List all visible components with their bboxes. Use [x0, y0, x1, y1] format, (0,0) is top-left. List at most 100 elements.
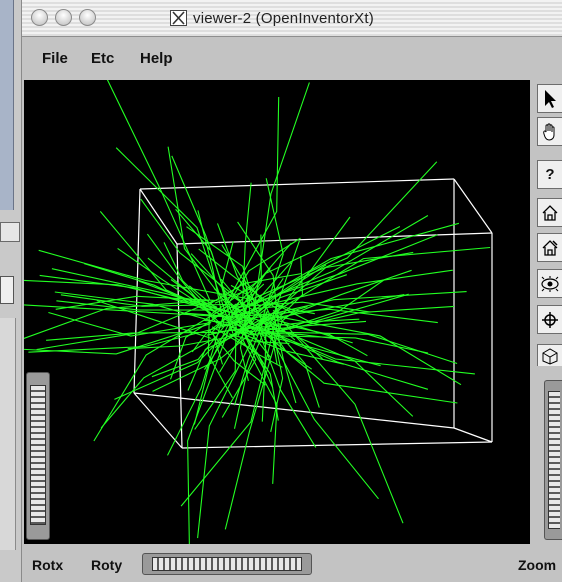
- x11-icon: [170, 10, 187, 26]
- detector-box-edge: [453, 427, 493, 443]
- particle-track: [234, 307, 353, 344]
- particle-track: [270, 326, 284, 433]
- particle-track: [24, 299, 210, 339]
- particle-track: [237, 221, 280, 331]
- particle-track: [268, 269, 453, 305]
- particle-track: [140, 198, 242, 302]
- particle-track: [241, 182, 252, 306]
- particle-track: [273, 316, 297, 404]
- particle-track: [224, 308, 438, 324]
- menu-file[interactable]: File: [42, 50, 68, 67]
- background-window-field[interactable]: [0, 276, 14, 304]
- viewer-window: viewer-2 (OpenInventorXt) File Etc Help …: [22, 0, 562, 582]
- particle-tracks: [24, 80, 491, 544]
- menu-help[interactable]: Help: [140, 50, 173, 67]
- menu-bar: File Etc Help: [22, 38, 562, 78]
- background-window-control[interactable]: [0, 222, 20, 242]
- particle-track: [236, 216, 351, 323]
- particle-track: [204, 319, 251, 323]
- select-arrow-icon[interactable]: [537, 84, 562, 113]
- detector-box-edge: [181, 441, 493, 449]
- particle-track: [39, 274, 215, 312]
- particle-track: [272, 309, 404, 524]
- view-all-icon[interactable]: [537, 269, 562, 298]
- particle-track: [211, 302, 240, 365]
- particle-track: [230, 284, 261, 308]
- particle-track: [274, 269, 412, 322]
- rotx-label: Rotx: [32, 557, 64, 573]
- seek-target-icon[interactable]: [537, 305, 562, 334]
- particle-track: [115, 147, 232, 330]
- projection-icon[interactable]: [537, 344, 562, 366]
- zoom-window-button[interactable]: [79, 9, 96, 26]
- particle-track: [278, 335, 429, 354]
- set-home-icon[interactable]: [537, 233, 562, 262]
- particle-track: [138, 280, 229, 313]
- particle-track: [209, 329, 266, 386]
- particle-track: [221, 244, 267, 305]
- close-button[interactable]: [31, 9, 48, 26]
- particle-track: [46, 331, 218, 341]
- particle-track: [100, 336, 218, 429]
- roty-thumbwheel[interactable]: [142, 553, 312, 575]
- viewer-toolbar: ?: [530, 80, 562, 544]
- particle-track: [84, 263, 212, 314]
- particle-track: [56, 300, 222, 311]
- rotx-thumbwheel[interactable]: [26, 372, 50, 540]
- zoom-thumbwheel[interactable]: [544, 380, 562, 540]
- minimize-button[interactable]: [55, 9, 72, 26]
- particle-track: [224, 331, 279, 530]
- particle-track: [228, 333, 290, 344]
- particle-track: [38, 249, 262, 302]
- particle-track: [261, 325, 323, 360]
- bottom-controls: Rotx Roty Zoom: [22, 544, 562, 582]
- particle-track: [106, 80, 211, 301]
- particle-track: [260, 333, 381, 367]
- detector-box-edge: [139, 188, 178, 245]
- particle-track: [187, 320, 265, 391]
- roty-label: Roty: [91, 557, 123, 573]
- menu-etc[interactable]: Etc: [91, 50, 115, 67]
- detector-box-edge: [453, 178, 493, 234]
- particle-track: [211, 287, 255, 319]
- particle-track: [274, 279, 385, 333]
- particle-track: [60, 294, 226, 307]
- zoom-label: Zoom: [518, 557, 557, 573]
- particle-track: [227, 302, 458, 404]
- particle-track: [256, 294, 405, 322]
- particle-track: [266, 329, 379, 500]
- particle-track: [36, 300, 214, 351]
- particle-track: [93, 305, 228, 442]
- particle-track: [117, 247, 210, 311]
- seek-question-icon[interactable]: ?: [537, 160, 562, 189]
- particle-track: [225, 317, 272, 359]
- event-display[interactable]: [24, 80, 530, 544]
- particle-track: [257, 320, 414, 417]
- background-window-strip: [0, 0, 14, 210]
- detector-box-edge: [133, 188, 141, 394]
- particle-track: [207, 311, 233, 399]
- hand-view-icon[interactable]: [537, 117, 562, 146]
- home-icon[interactable]: [537, 198, 562, 227]
- particle-track: [214, 268, 271, 304]
- particle-track: [211, 326, 274, 388]
- particle-track: [277, 305, 455, 333]
- detector-box-edge: [133, 392, 455, 429]
- title-bar[interactable]: viewer-2 (OpenInventorXt): [22, 0, 562, 37]
- rotx-thumbwheel-ridges: [30, 385, 46, 525]
- particle-track: [197, 210, 225, 326]
- background-window-panel: [0, 318, 16, 550]
- particle-track: [191, 318, 225, 353]
- background-window: [0, 0, 22, 582]
- particle-track: [254, 307, 278, 365]
- particle-track: [146, 233, 218, 324]
- particle-track: [235, 301, 371, 313]
- particle-track: [170, 279, 215, 312]
- particle-track: [257, 332, 343, 341]
- 3d-viewport[interactable]: [24, 80, 530, 544]
- particle-track: [232, 329, 345, 365]
- particle-track: [167, 316, 224, 456]
- detector-box-edge: [133, 392, 183, 449]
- particle-track: [48, 311, 212, 337]
- particle-track: [272, 302, 315, 315]
